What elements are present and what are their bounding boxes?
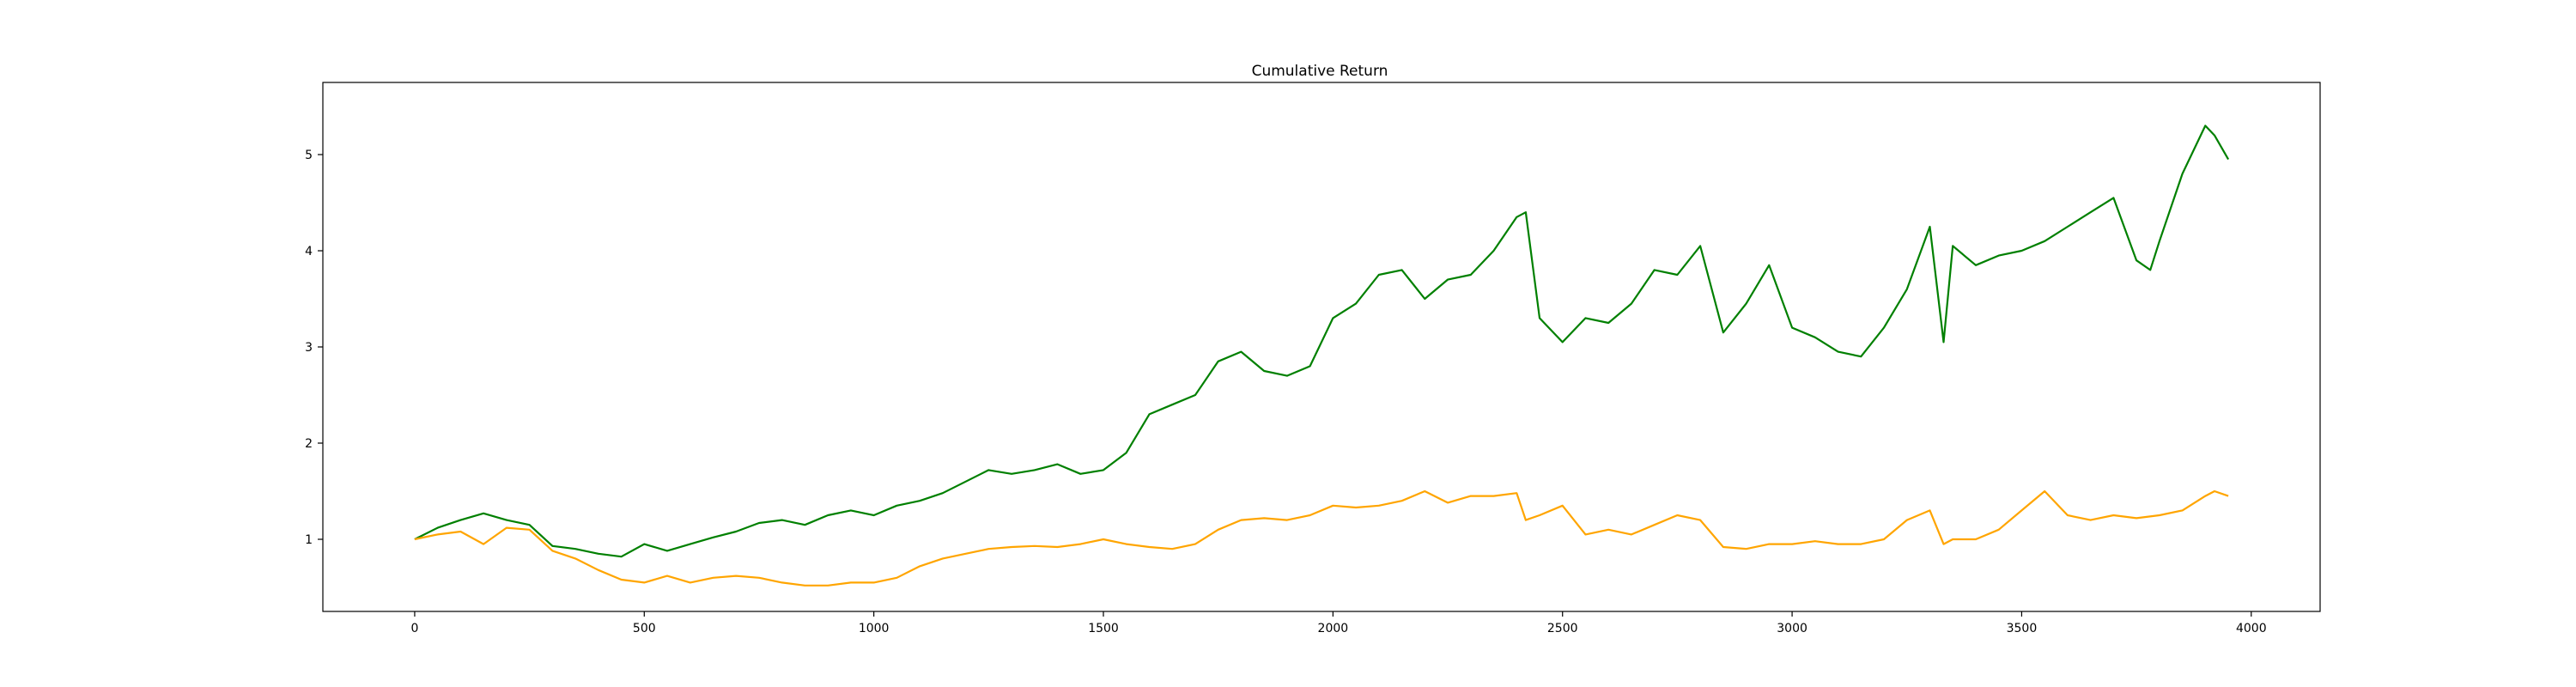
x-tick-label: 2500 (1547, 622, 1578, 635)
x-tick-label: 1000 (859, 622, 890, 635)
x-tick-label: 2000 (1318, 622, 1349, 635)
chart-title: Cumulative Return (1252, 63, 1388, 80)
y-tick-label: 2 (305, 437, 313, 451)
y-tick-label: 5 (305, 149, 313, 162)
x-tick-label: 3500 (2007, 622, 2038, 635)
y-tick-label: 1 (305, 533, 313, 547)
y-axis: 1 2 3 4 5 (305, 149, 323, 547)
x-tick-label: 4000 (2236, 622, 2267, 635)
plot-frame (322, 82, 2321, 612)
y-tick-label: 4 (305, 245, 313, 258)
x-tick-label: 500 (633, 622, 656, 635)
series-line-orange (414, 489, 2229, 587)
x-axis: 0 500 1000 1500 2000 2500 3000 3500 4000 (410, 611, 2267, 635)
x-tick-label: 1500 (1088, 622, 1119, 635)
x-tick-label: 3000 (1777, 622, 1807, 635)
plot-area (414, 125, 2230, 587)
x-tick-label: 0 (410, 622, 418, 635)
y-tick-label: 3 (305, 341, 313, 355)
series-line-green (414, 125, 2230, 558)
